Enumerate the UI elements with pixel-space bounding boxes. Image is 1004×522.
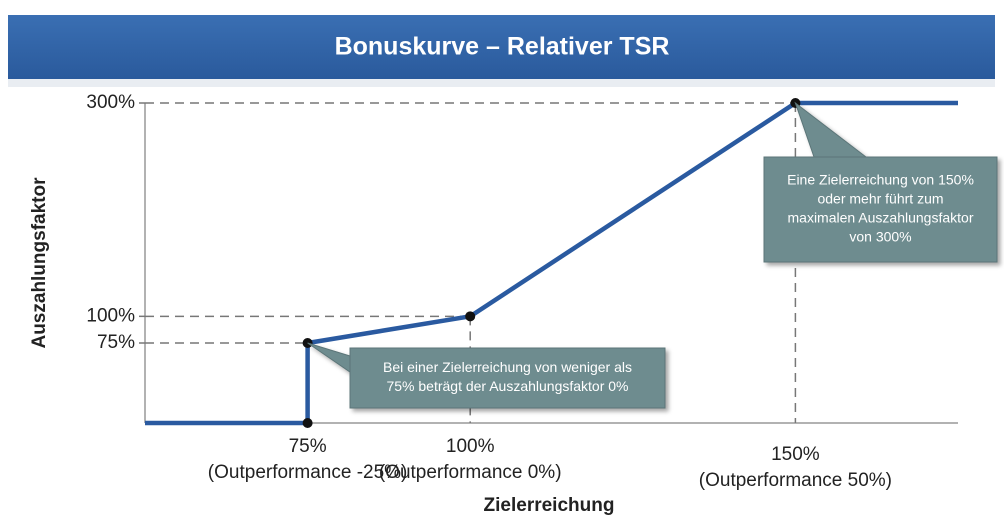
x-tick-sublabel: (Outperformance 0%) (379, 462, 562, 483)
callout-text: von 300% (849, 229, 911, 245)
chart-title: Bonuskurve – Relativer TSR (335, 33, 670, 61)
callout-text: maximalen Auszahlungsfaktor (788, 210, 974, 226)
callout-text: oder mehr führt zum (817, 191, 943, 207)
x-tick-sublabel: (Outperformance -25%) (208, 462, 408, 483)
callout-box (307, 342, 666, 409)
x-tick-sublabel: (Outperformance 50%) (699, 470, 892, 491)
x-axis-label: Zielerreichung (484, 495, 615, 516)
title-band (8, 15, 995, 79)
callout (763, 101, 998, 263)
x-tick-label: 150% (771, 444, 820, 465)
point (465, 311, 476, 322)
x-tick-label: 75% (289, 436, 327, 457)
y-axis-label: Auszahlungsfaktor (29, 177, 50, 349)
callout-text: Bei einer Zielerreichung von weniger als (383, 359, 632, 375)
curve (145, 100, 958, 426)
title-band-shadow (8, 79, 995, 87)
y-tick-label: 300% (86, 92, 135, 113)
y-tick-label: 75% (97, 332, 135, 353)
callout (307, 342, 666, 409)
point (302, 418, 313, 428)
callout-text: 75% beträgt der Auszahlungsfaktor 0% (386, 378, 628, 394)
x-tick-label: 100% (446, 436, 495, 457)
y-tick-label: 100% (86, 305, 135, 326)
callout-text: Eine Zielerreichung von 150% (787, 172, 974, 188)
callout-box (763, 101, 998, 263)
